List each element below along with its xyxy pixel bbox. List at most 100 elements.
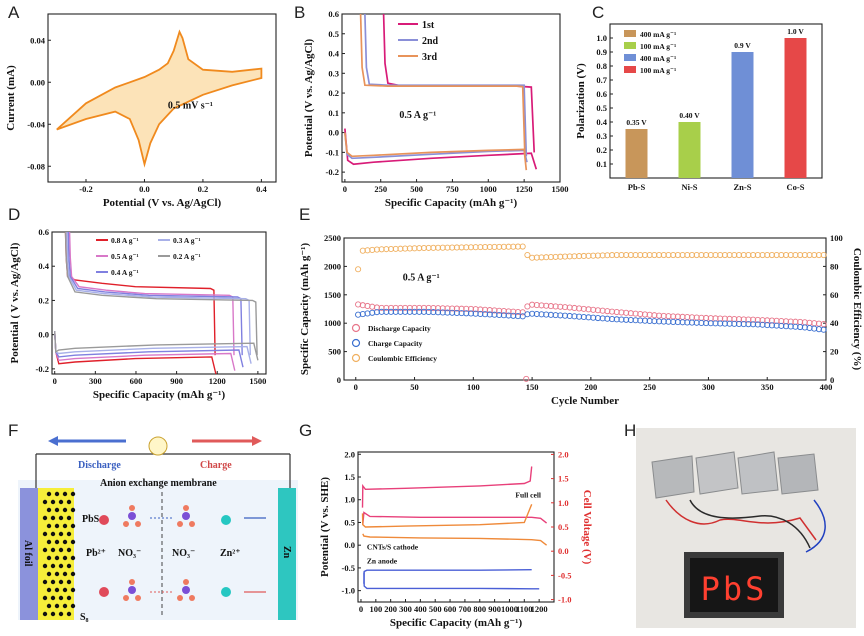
discharge-point <box>623 309 630 316</box>
ce-point <box>797 251 804 259</box>
y-axis-label: Current (mA) <box>5 65 17 131</box>
y-tick-label: 0.1 <box>596 159 607 169</box>
discharge-arrowhead-icon <box>48 436 58 446</box>
discharge-point <box>759 317 766 324</box>
x-tick-label: 350 <box>761 382 774 392</box>
x-tick-label: 0 <box>359 604 363 614</box>
discharge-point <box>768 317 775 324</box>
cv-fill <box>56 31 262 165</box>
carbon-dot <box>58 579 64 585</box>
carbon-dot <box>54 523 60 529</box>
charge-point <box>472 310 479 317</box>
x-tick-label: 1500 <box>552 184 569 194</box>
carbon-dot <box>58 515 64 521</box>
ce-point <box>561 253 569 260</box>
ce-point <box>674 251 681 259</box>
x-tick-label: 0 <box>53 376 57 386</box>
ce-point <box>792 251 799 259</box>
y-tick-label: 1500 <box>324 290 341 300</box>
carbon-dot <box>70 603 76 609</box>
legend-label: Coulombic Efficiency <box>368 354 437 363</box>
charge-point <box>750 321 757 328</box>
ce-point <box>759 251 766 259</box>
charge-point <box>674 319 681 326</box>
charge-point <box>444 309 451 316</box>
discharge-point <box>651 312 658 319</box>
x-tick-label: 1000 <box>480 184 497 194</box>
y-tick-label: 0.0 <box>328 128 339 138</box>
carbon-dot <box>54 587 60 593</box>
bar-Ni-S <box>678 122 701 178</box>
carbon-dot <box>62 507 68 513</box>
y-tick-label: 1.0 <box>596 33 607 43</box>
bar-Pb-S <box>625 129 648 178</box>
ce-point <box>632 251 639 259</box>
ce-point <box>717 251 724 259</box>
charge-point <box>397 308 404 315</box>
pb-ion-top <box>99 515 109 525</box>
ce-point <box>656 251 663 259</box>
ce-point <box>538 254 545 261</box>
discharge-point <box>594 307 601 314</box>
carbon-dot <box>66 531 72 537</box>
discharge-point <box>491 307 498 314</box>
ce-point <box>778 251 785 259</box>
nitrate-ion-2 <box>177 505 195 527</box>
carbon-dot <box>46 539 52 545</box>
x-tick-label: 600 <box>444 604 457 614</box>
discharge-point <box>496 307 503 314</box>
discharge-point <box>637 310 644 318</box>
series-3rd-charge <box>359 13 526 157</box>
ce-point <box>679 251 686 259</box>
discharge-point <box>576 305 583 312</box>
y2-tick-label: 2.0 <box>558 449 569 459</box>
scan-rate-annotation: 0.5 mV s⁻¹ <box>168 101 213 112</box>
legend-marker <box>351 353 361 363</box>
nitrate-ion-1 <box>123 505 141 527</box>
charge-point <box>576 313 583 320</box>
ce-point <box>453 244 460 251</box>
ce-point <box>594 252 601 259</box>
charge-point <box>637 317 644 324</box>
carbon-dot <box>66 611 72 617</box>
plot-frame <box>51 231 267 375</box>
charge-point <box>759 321 766 328</box>
charge-point <box>547 311 554 318</box>
carbon-dot <box>58 611 64 617</box>
ce-point <box>740 251 747 259</box>
y2-tick-label: 0.0 <box>558 546 569 556</box>
x-tick-label: 0 <box>343 184 347 194</box>
charge-point <box>411 308 418 315</box>
carbon-dot <box>66 515 72 521</box>
ce-point <box>533 254 540 261</box>
x-tick-label: 750 <box>446 184 459 194</box>
y-tick-label: 0.0 <box>38 330 49 340</box>
carbon-dot <box>50 499 56 505</box>
bar-value-label: 0.35 V <box>626 118 647 127</box>
ce-point <box>637 251 644 259</box>
y-tick-label: 0.3 <box>596 131 607 141</box>
ce-point <box>721 251 728 259</box>
legend-marker <box>351 323 361 333</box>
carbon-dot <box>62 587 68 593</box>
plot-frame <box>47 13 277 183</box>
x-tick-label: Pb-S <box>628 182 646 192</box>
carbon-dot <box>42 563 48 569</box>
charge-point <box>387 308 395 315</box>
y-axis-label: Potential (V vs. Ag/AgCl) <box>303 38 315 157</box>
cell-foil-2 <box>695 451 739 495</box>
carbon-dot <box>58 499 64 505</box>
charge-point <box>482 311 489 318</box>
cathode-label: CNTs/S cathode <box>367 543 419 552</box>
x-tick-label: 100 <box>369 604 382 614</box>
ce-point <box>735 251 743 259</box>
x-tick-label: 0 <box>354 382 358 392</box>
y-tick-label: 0.7 <box>596 75 607 85</box>
charge-point <box>477 310 484 317</box>
y-tick-label: 0.4 <box>328 49 339 59</box>
carbon-dot <box>54 539 60 545</box>
discharge-point <box>444 305 451 312</box>
ce-point <box>641 251 649 259</box>
y-tick-label: 0.04 <box>30 35 46 45</box>
